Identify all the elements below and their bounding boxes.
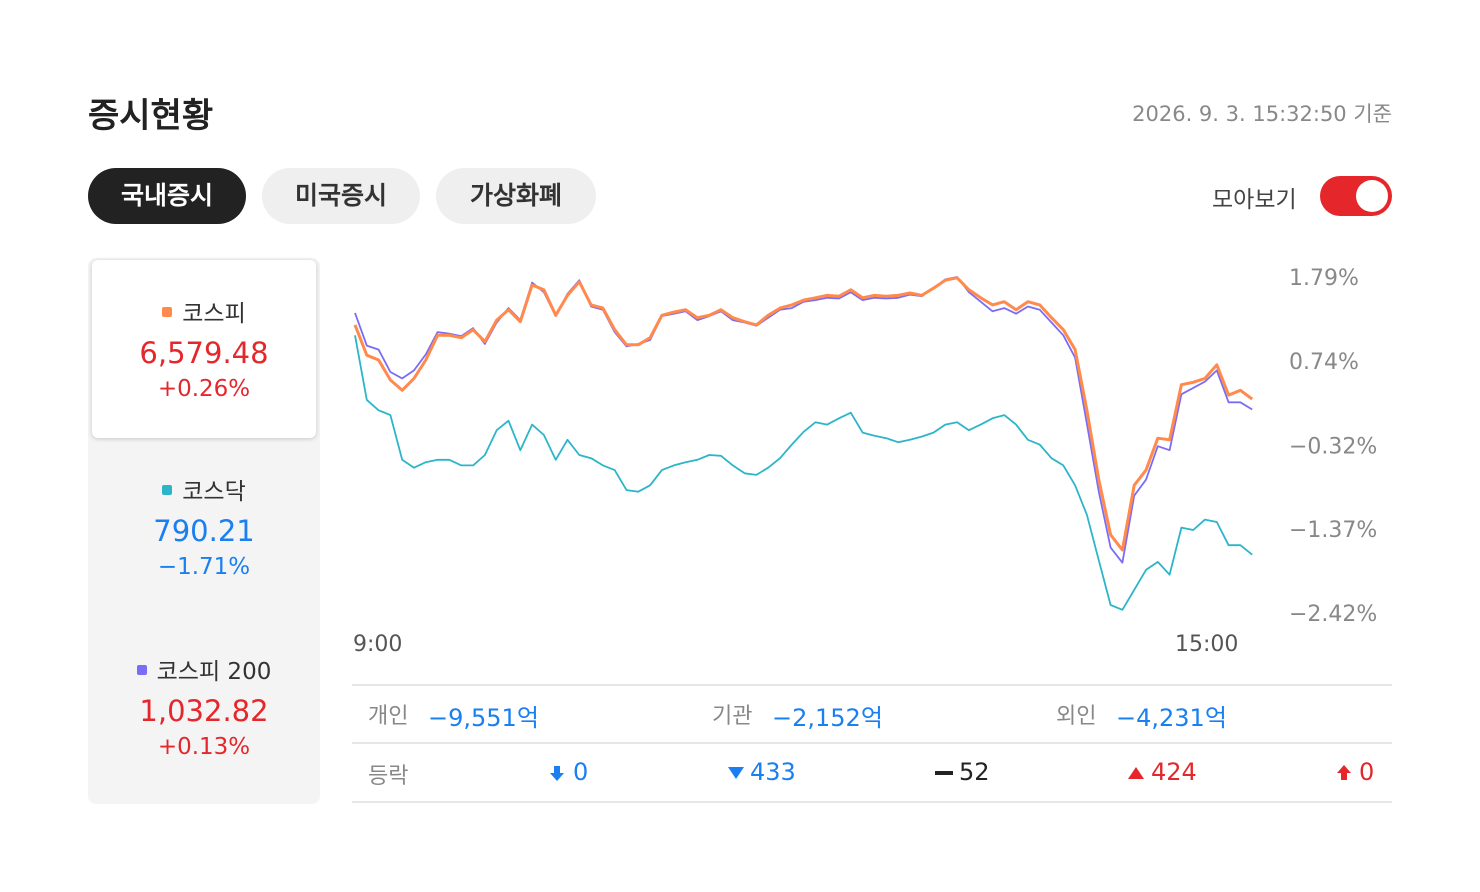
toggle[interactable] xyxy=(1320,176,1392,216)
index-change: +0.26% xyxy=(157,376,251,402)
page-title: 증시현황 xyxy=(88,96,214,136)
y-tick-label: −1.37% xyxy=(1289,518,1377,543)
investor-label: 외인 xyxy=(1056,704,1097,729)
investor-value: −9,551억 xyxy=(428,704,539,732)
index-change: −1.71% xyxy=(157,554,251,580)
flat-icon xyxy=(935,771,953,775)
x-tick-label: 9:00 xyxy=(353,632,402,657)
legend-dot xyxy=(162,485,173,495)
index-name-row: 코스닥 xyxy=(88,472,320,506)
limit-up-count: 0 xyxy=(1359,758,1375,786)
y-tick-label: −0.32% xyxy=(1289,434,1377,459)
index-card[interactable]: 코스닥 790.21 −1.71% xyxy=(88,438,320,618)
down-icon xyxy=(728,767,744,779)
index-value: 6,579.48 xyxy=(139,336,269,370)
limit-down-icon xyxy=(550,766,564,781)
investor-value: −4,231억 xyxy=(1116,704,1227,732)
divider xyxy=(352,684,1392,686)
series-line xyxy=(354,276,1253,564)
legend-dot xyxy=(136,665,147,675)
legend-entry: 코스피 xyxy=(182,301,246,327)
investor-label: 기관 xyxy=(712,704,753,729)
divider xyxy=(352,742,1392,744)
legend-entry: 코스피 200 xyxy=(156,659,272,685)
index-value: 790.21 xyxy=(153,514,255,548)
breadth-label: 등락 xyxy=(368,764,409,789)
toggle-label: 모아보기 xyxy=(1212,187,1297,213)
timestamp: 2026. 9. 3. 15:32:50 기준 xyxy=(1132,102,1392,126)
investor-label: 개인 xyxy=(368,704,409,729)
index-name-row: 코스피 200 xyxy=(88,652,320,686)
index-card[interactable]: 코스피 200 1,032.82 +0.13% xyxy=(88,618,320,798)
y-tick-label: 0.74% xyxy=(1289,350,1359,375)
limit-up-icon xyxy=(1337,765,1351,780)
series-line xyxy=(353,276,1254,552)
limit-down-count: 0 xyxy=(573,758,589,786)
flat-count: 52 xyxy=(959,758,990,786)
y-tick-label: 1.79% xyxy=(1289,266,1359,291)
chart: 1.79% 0.74% −0.32% −1.37% −2.42% 9:00 15:00 xyxy=(353,266,1377,657)
down-count: 433 xyxy=(750,758,796,786)
tab[interactable]: 가상화폐 xyxy=(436,168,596,224)
index-card[interactable]: 코스피 6,579.48 +0.26% xyxy=(92,260,316,438)
x-tick-label: 15:00 xyxy=(1175,632,1238,657)
index-value: 1,032.82 xyxy=(139,694,269,728)
tab[interactable]: 국내증시 xyxy=(88,168,246,224)
tab[interactable]: 미국증시 xyxy=(262,168,420,224)
legend-dot xyxy=(162,307,173,317)
index-change: +0.13% xyxy=(157,734,251,760)
up-icon xyxy=(1128,767,1144,779)
investor-value: −2,152억 xyxy=(772,704,883,732)
y-tick-label: −2.42% xyxy=(1289,602,1377,627)
up-count: 424 xyxy=(1151,758,1197,786)
index-name-row: 코스피 xyxy=(92,294,316,328)
series-line xyxy=(354,335,1253,611)
index-panel: 코스피 6,579.48 +0.26% 코스닥 790.21 −1.71% 코스… xyxy=(88,258,320,804)
toggle-knob xyxy=(1356,180,1388,212)
divider xyxy=(352,801,1392,803)
legend-entry: 코스닥 xyxy=(182,479,246,505)
